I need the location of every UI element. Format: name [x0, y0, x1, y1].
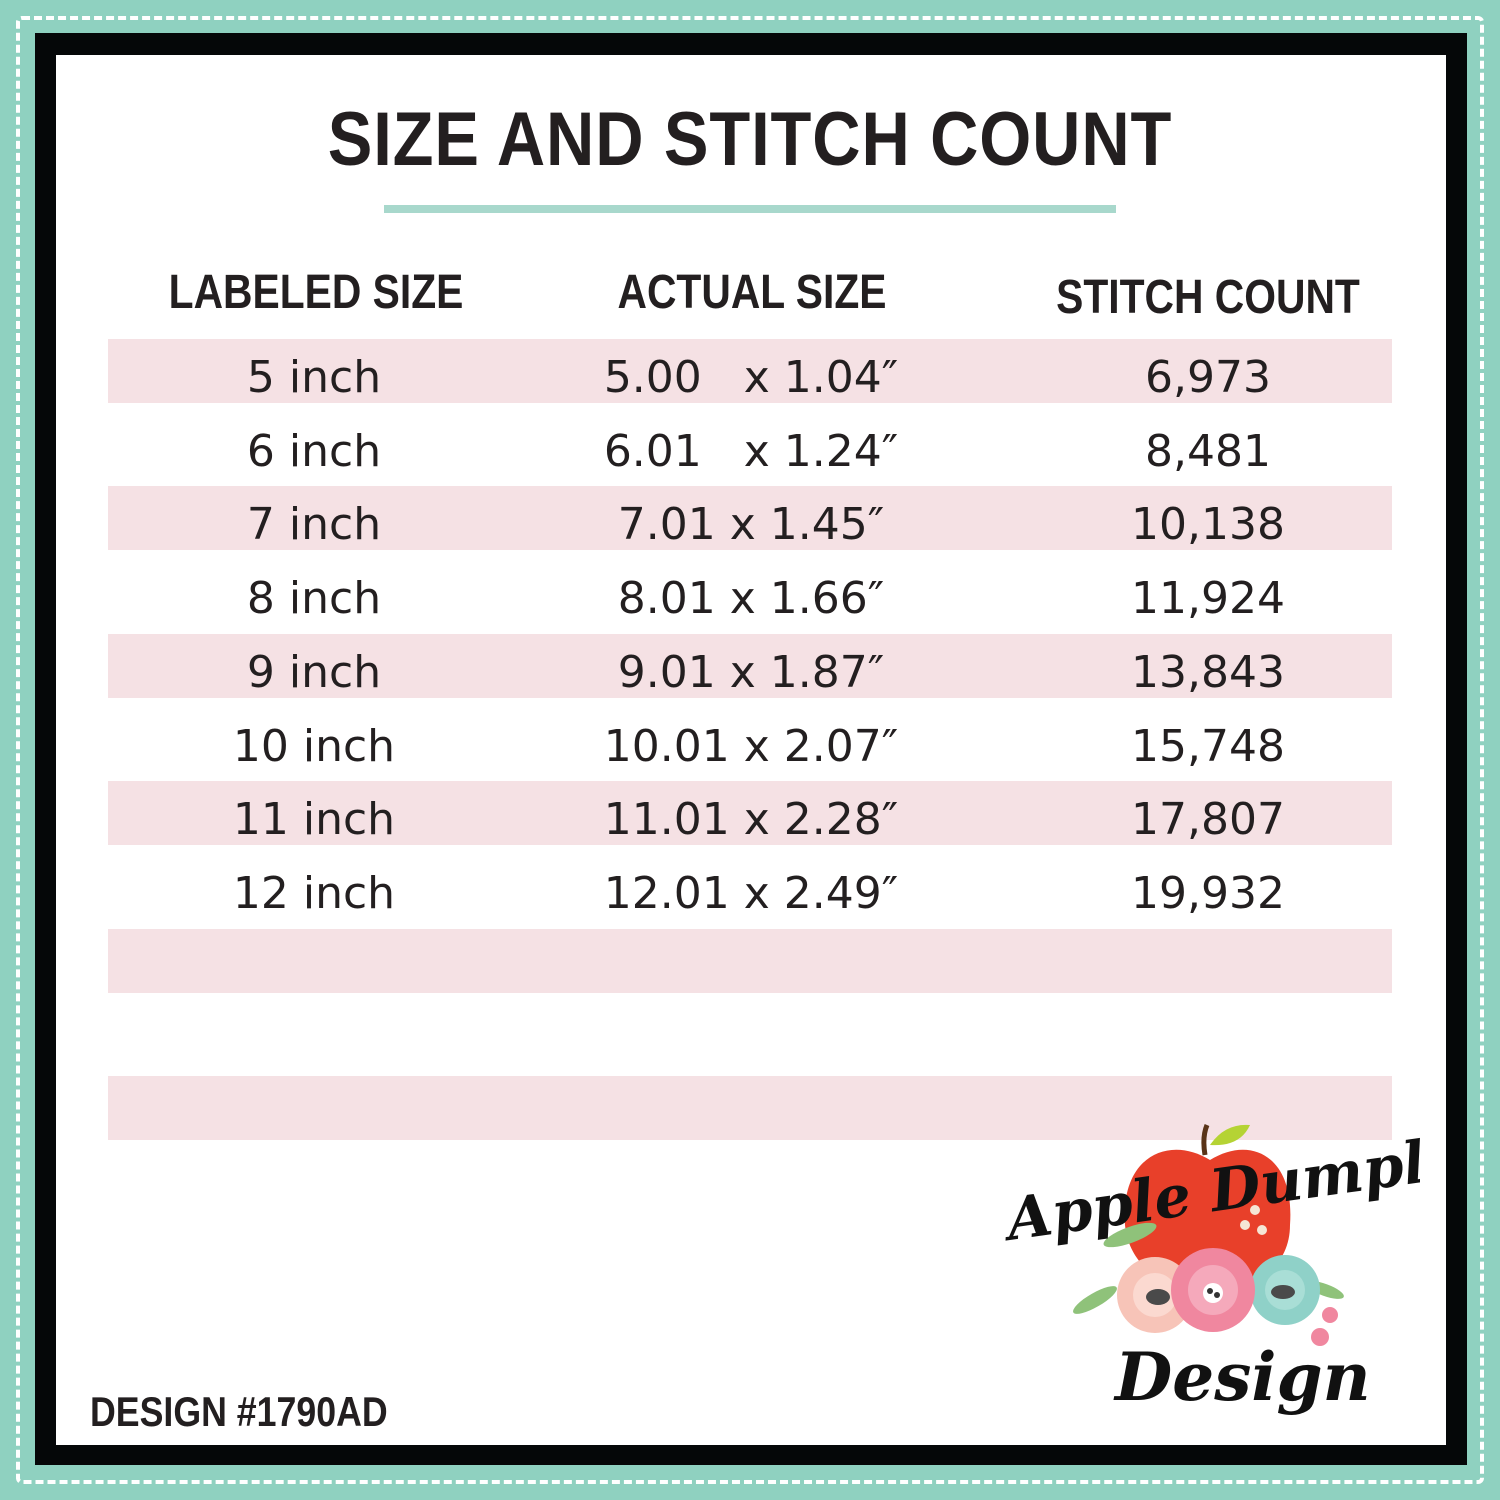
- table-row: [108, 1002, 1392, 1066]
- cell-stitch-count: 19,932: [1131, 867, 1285, 919]
- table-row: 12 inch 12.01 x 2.49″ 19,932: [108, 855, 1392, 919]
- logo-graphic: Apple Dumplin Design: [998, 1119, 1494, 1416]
- cell-labeled-size: 7 inch: [246, 499, 382, 551]
- cell-actual-size: 6.01 x 1.24″: [603, 425, 899, 477]
- table-row: 7 inch 7.01 x 1.45″ 10,138: [108, 486, 1392, 551]
- cell-actual-size: 5.00 x 1.04″: [603, 352, 899, 403]
- cell-actual-size: 7.01 x 1.45″: [617, 499, 885, 551]
- cell-actual-size: [531, 1150, 971, 1214]
- table-row: 8 inch 8.01 x 1.66″ 11,924: [108, 560, 1392, 624]
- cell-labeled-size: [94, 1076, 534, 1140]
- cell-stitch-count: 10,138: [1131, 499, 1285, 551]
- table-row: [108, 1076, 1392, 1140]
- cell-stitch-count: [988, 929, 1428, 993]
- logo-text-line2: Design: [1113, 1338, 1371, 1416]
- cell-stitch-count: 17,807: [1131, 794, 1285, 846]
- cell-stitch-count: 11,924: [1131, 573, 1285, 625]
- cell-stitch-count: 6,973: [1145, 352, 1271, 403]
- header-actual-size: ACTUAL SIZE: [617, 266, 887, 319]
- cell-labeled-size: 5 inch: [246, 352, 382, 403]
- title-underline: [384, 205, 1116, 213]
- table-row: 6 inch 6.01 x 1.24″ 8,481: [108, 413, 1392, 477]
- cell-labeled-size: [94, 929, 534, 993]
- cell-stitch-count: [988, 1002, 1428, 1066]
- page-title: SIZE AND STITCH COUNT: [327, 97, 1173, 182]
- table-row: 5 inch 5.00 x 1.04″ 6,973: [108, 339, 1392, 403]
- cell-actual-size: [531, 929, 971, 993]
- cell-stitch-count: 13,843: [1131, 646, 1285, 698]
- header-stitch-count: STITCH COUNT: [1056, 271, 1360, 324]
- cell-actual-size: 10.01 x 2.07″: [603, 720, 899, 772]
- stitched-border: [16, 16, 1484, 1484]
- table-row: [108, 928, 1392, 993]
- cell-labeled-size: 11 inch: [232, 794, 396, 846]
- cell-labeled-size: 12 inch: [232, 867, 396, 919]
- table-row: 11 inch 11.01 x 2.28″ 17,807: [108, 781, 1392, 846]
- design-number: DESIGN #1790AD: [90, 1388, 388, 1435]
- cell-labeled-size: 9 inch: [246, 646, 382, 698]
- cell-labeled-size: 10 inch: [232, 720, 396, 772]
- cell-actual-size: [531, 1002, 971, 1066]
- table-row: 9 inch 9.01 x 1.87″ 13,843: [108, 633, 1392, 698]
- cell-stitch-count: 8,481: [1145, 425, 1271, 477]
- cell-labeled-size: 8 inch: [246, 573, 382, 625]
- cell-actual-size: 8.01 x 1.66″: [617, 573, 885, 625]
- header-labeled-size: LABELED SIZE: [168, 266, 464, 319]
- apple-dumplin-logo: Apple Dumplin Design: [998, 1115, 1494, 1425]
- cell-labeled-size: [94, 1150, 534, 1214]
- cell-labeled-size: 6 inch: [246, 425, 382, 477]
- cell-actual-size: 11.01 x 2.28″: [603, 794, 899, 846]
- cell-labeled-size: [94, 1002, 534, 1066]
- cell-actual-size: [531, 1076, 971, 1140]
- cell-actual-size: 12.01 x 2.49″: [603, 867, 899, 919]
- cell-stitch-count: 15,748: [1131, 720, 1285, 772]
- cell-actual-size: 9.01 x 1.87″: [617, 646, 885, 698]
- table-row: 10 inch 10.01 x 2.07″ 15,748: [108, 708, 1392, 772]
